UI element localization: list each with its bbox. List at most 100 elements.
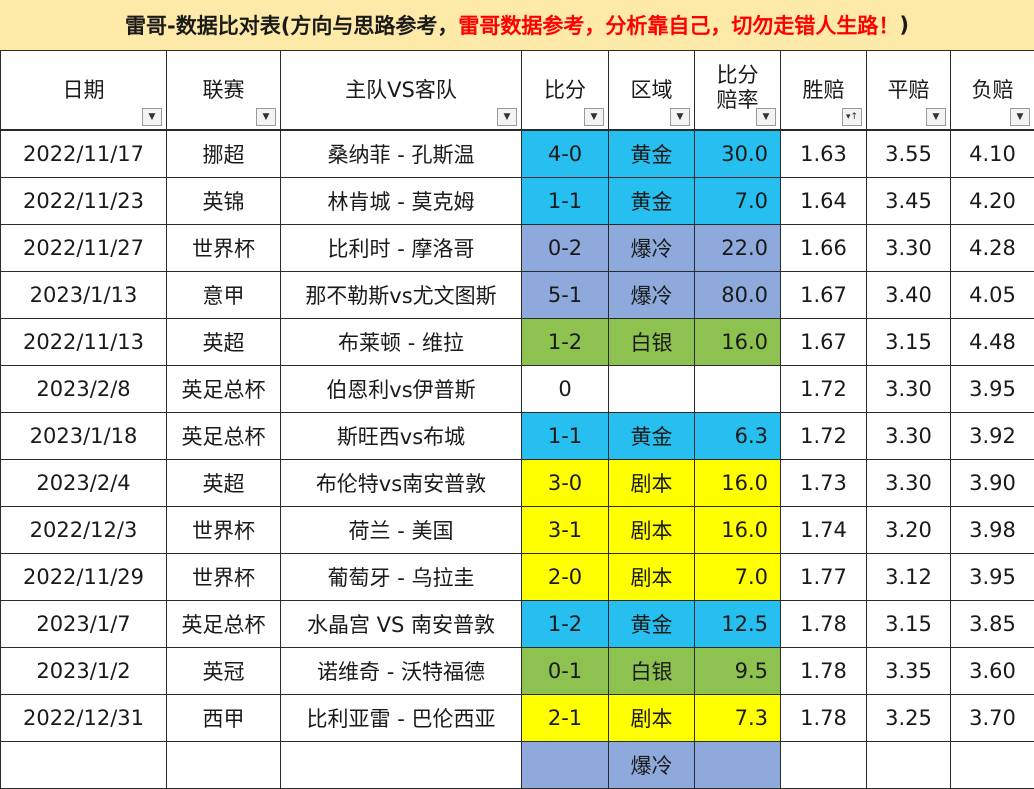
draw-odds-cell[interactable]: 3.30 (867, 366, 951, 413)
draw-odds-cell[interactable] (867, 742, 951, 789)
score-cell[interactable]: 5-1 (522, 272, 609, 319)
date-cell[interactable]: 2022/11/17 (1, 130, 167, 178)
lose-odds-cell[interactable]: 3.92 (951, 413, 1034, 460)
match-cell[interactable]: 布伦特vs南安普敦 (281, 460, 522, 507)
date-cell[interactable]: 2023/2/4 (1, 460, 167, 507)
date-cell[interactable]: 2022/11/23 (1, 178, 167, 225)
date-cell[interactable]: 2023/2/8 (1, 366, 167, 413)
score-cell[interactable]: 3-0 (522, 460, 609, 507)
score-odds-cell[interactable]: 7.3 (695, 695, 781, 742)
lose-odds-cell[interactable]: 4.10 (951, 130, 1034, 178)
lose-odds-cell[interactable] (951, 742, 1034, 789)
win-odds-cell[interactable]: 1.72 (781, 366, 867, 413)
score-cell[interactable]: 0-1 (522, 648, 609, 695)
date-cell[interactable]: 2023/1/13 (1, 272, 167, 319)
zone-cell[interactable]: 爆冷 (609, 272, 695, 319)
league-cell[interactable]: 英超 (167, 319, 281, 366)
score-odds-cell[interactable]: 16.0 (695, 460, 781, 507)
win-odds-cell[interactable]: 1.77 (781, 554, 867, 601)
date-cell[interactable]: 2022/11/27 (1, 225, 167, 272)
lose-odds-cell[interactable]: 4.48 (951, 319, 1034, 366)
match-cell[interactable]: 荷兰 - 美国 (281, 507, 522, 554)
score-odds-cell[interactable]: 16.0 (695, 507, 781, 554)
league-cell[interactable]: 英足总杯 (167, 366, 281, 413)
score-odds-cell[interactable] (695, 366, 781, 413)
score-cell[interactable]: 2-1 (522, 695, 609, 742)
filter-dropdown-icon[interactable]: ▼ (1010, 108, 1030, 126)
lose-odds-cell[interactable]: 4.05 (951, 272, 1034, 319)
zone-cell[interactable]: 黄金 (609, 178, 695, 225)
match-cell[interactable]: 水晶宫 VS 南安普敦 (281, 601, 522, 648)
win-odds-cell[interactable]: 1.67 (781, 319, 867, 366)
league-cell[interactable]: 英锦 (167, 178, 281, 225)
date-cell[interactable] (1, 742, 167, 789)
zone-cell[interactable]: 黄金 (609, 601, 695, 648)
draw-odds-cell[interactable]: 3.12 (867, 554, 951, 601)
win-odds-cell[interactable]: 1.78 (781, 648, 867, 695)
score-cell[interactable]: 3-1 (522, 507, 609, 554)
score-odds-cell[interactable]: 30.0 (695, 130, 781, 178)
league-cell[interactable]: 西甲 (167, 695, 281, 742)
draw-odds-cell[interactable]: 3.30 (867, 413, 951, 460)
filter-dropdown-icon[interactable]: ▼ (670, 108, 690, 126)
lose-odds-cell[interactable]: 3.95 (951, 554, 1034, 601)
date-cell[interactable]: 2022/12/3 (1, 507, 167, 554)
win-odds-cell[interactable]: 1.64 (781, 178, 867, 225)
score-odds-cell[interactable] (695, 742, 781, 789)
score-odds-cell[interactable]: 6.3 (695, 413, 781, 460)
zone-cell[interactable]: 爆冷 (609, 225, 695, 272)
zone-cell[interactable]: 白银 (609, 648, 695, 695)
match-cell[interactable]: 比利亚雷 - 巴伦西亚 (281, 695, 522, 742)
draw-odds-cell[interactable]: 3.30 (867, 225, 951, 272)
draw-odds-cell[interactable]: 3.25 (867, 695, 951, 742)
score-odds-cell[interactable]: 7.0 (695, 554, 781, 601)
zone-cell[interactable]: 黄金 (609, 413, 695, 460)
score-cell[interactable]: 1-1 (522, 178, 609, 225)
match-cell[interactable]: 斯旺西vs布城 (281, 413, 522, 460)
match-cell[interactable]: 伯恩利vs伊普斯 (281, 366, 522, 413)
score-cell[interactable]: 1-2 (522, 319, 609, 366)
date-cell[interactable]: 2022/11/13 (1, 319, 167, 366)
match-cell[interactable]: 那不勒斯vs尤文图斯 (281, 272, 522, 319)
draw-odds-cell[interactable]: 3.55 (867, 130, 951, 178)
win-odds-cell[interactable]: 1.66 (781, 225, 867, 272)
score-cell[interactable] (522, 742, 609, 789)
match-cell[interactable]: 布莱顿 - 维拉 (281, 319, 522, 366)
match-cell[interactable]: 林肯城 - 莫克姆 (281, 178, 522, 225)
draw-odds-cell[interactable]: 3.35 (867, 648, 951, 695)
lose-odds-cell[interactable]: 3.70 (951, 695, 1034, 742)
league-cell[interactable]: 世界杯 (167, 225, 281, 272)
filter-dropdown-icon[interactable]: ▼ (584, 108, 604, 126)
score-odds-cell[interactable]: 9.5 (695, 648, 781, 695)
league-cell[interactable]: 挪超 (167, 130, 281, 178)
zone-cell[interactable]: 爆冷 (609, 742, 695, 789)
win-odds-cell[interactable]: 1.72 (781, 413, 867, 460)
win-odds-cell[interactable] (781, 742, 867, 789)
win-odds-cell[interactable]: 1.63 (781, 130, 867, 178)
zone-cell[interactable]: 剧本 (609, 554, 695, 601)
lose-odds-cell[interactable]: 3.90 (951, 460, 1034, 507)
score-cell[interactable]: 4-0 (522, 130, 609, 178)
filter-dropdown-icon[interactable]: ▼ (256, 108, 276, 126)
date-cell[interactable]: 2023/1/2 (1, 648, 167, 695)
lose-odds-cell[interactable]: 3.85 (951, 601, 1034, 648)
match-cell[interactable]: 葡萄牙 - 乌拉圭 (281, 554, 522, 601)
league-cell[interactable]: 英足总杯 (167, 413, 281, 460)
date-cell[interactable]: 2022/12/31 (1, 695, 167, 742)
match-cell[interactable] (281, 742, 522, 789)
league-cell[interactable]: 英足总杯 (167, 601, 281, 648)
win-odds-cell[interactable]: 1.74 (781, 507, 867, 554)
match-cell[interactable]: 桑纳菲 - 孔斯温 (281, 130, 522, 178)
draw-odds-cell[interactable]: 3.30 (867, 460, 951, 507)
zone-cell[interactable]: 白银 (609, 319, 695, 366)
win-odds-cell[interactable]: 1.73 (781, 460, 867, 507)
win-odds-cell[interactable]: 1.78 (781, 601, 867, 648)
score-cell[interactable]: 1-2 (522, 601, 609, 648)
league-cell[interactable]: 世界杯 (167, 507, 281, 554)
league-cell[interactable]: 世界杯 (167, 554, 281, 601)
date-cell[interactable]: 2023/1/7 (1, 601, 167, 648)
draw-odds-cell[interactable]: 3.15 (867, 319, 951, 366)
filter-dropdown-icon[interactable]: ▼ (926, 108, 946, 126)
league-cell[interactable]: 意甲 (167, 272, 281, 319)
lose-odds-cell[interactable]: 3.60 (951, 648, 1034, 695)
